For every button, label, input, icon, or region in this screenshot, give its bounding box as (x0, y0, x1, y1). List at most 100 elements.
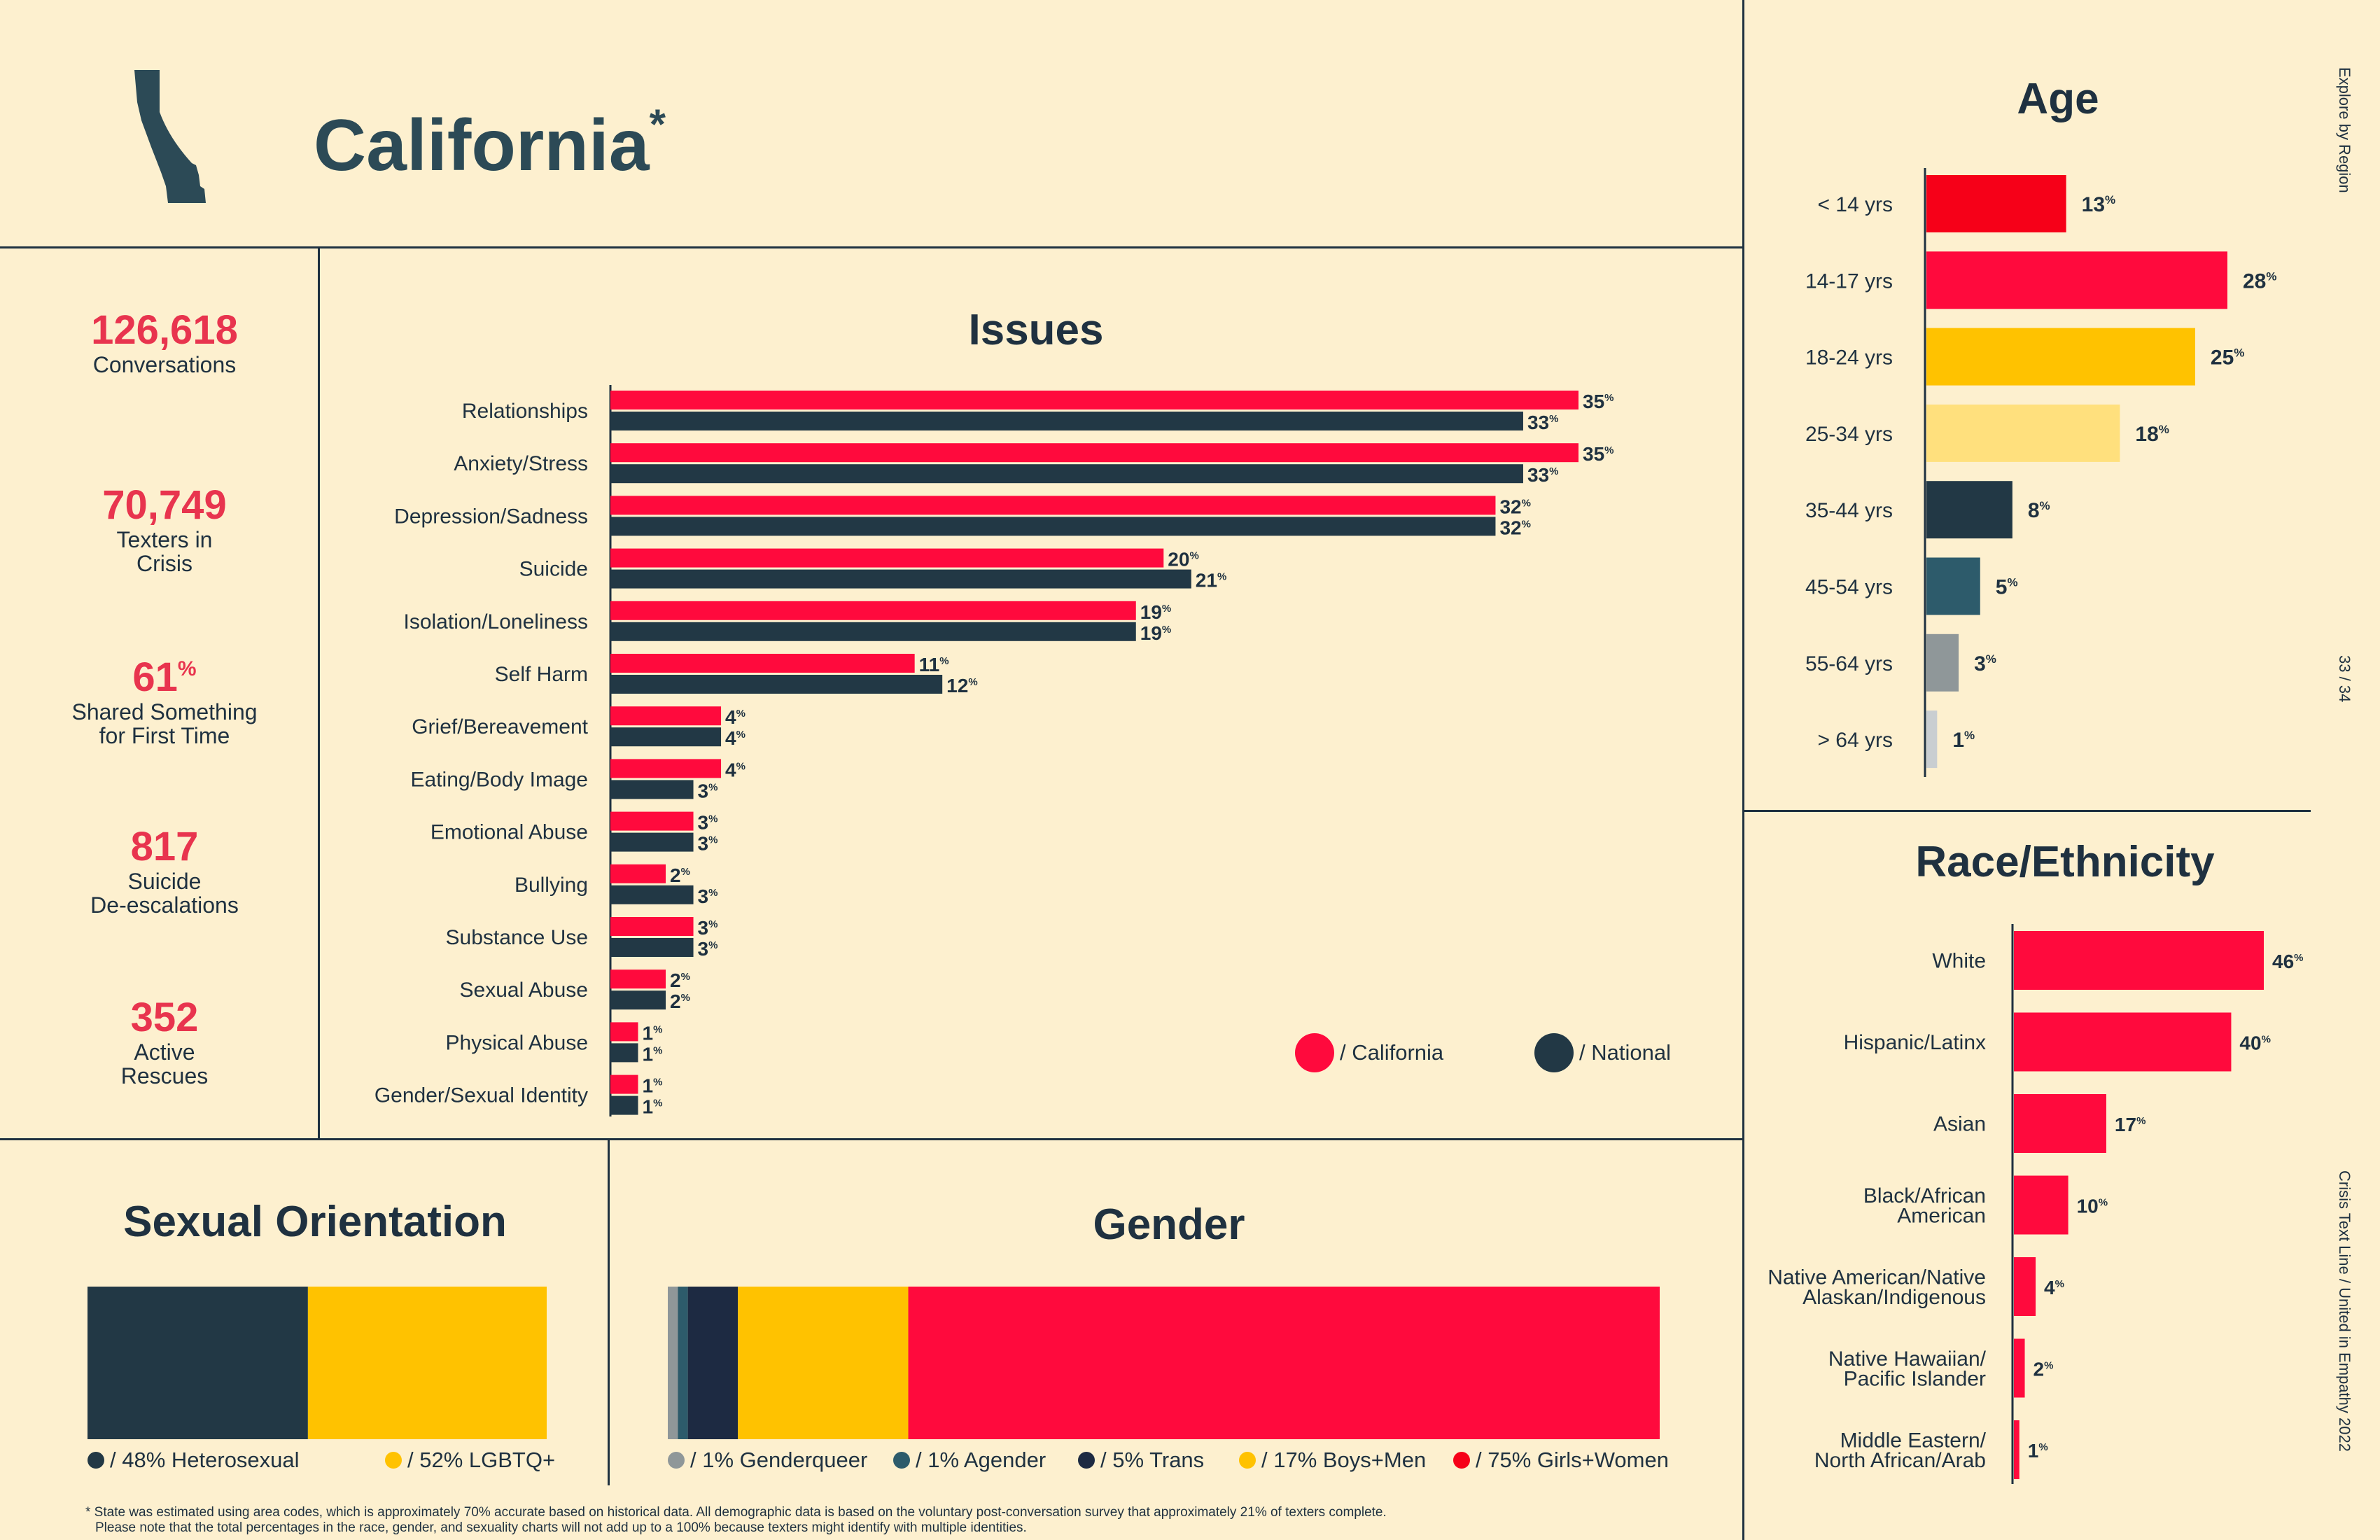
age-label: > 64 yrs (1817, 729, 1893, 752)
age-bar (1926, 557, 1980, 615)
california-value: 35% (1583, 443, 1614, 465)
gender-genderqueer-segment (668, 1287, 678, 1439)
california-value: 2% (670, 864, 690, 886)
national-bar (610, 464, 1523, 484)
stat-label: Suicide De-escalations (90, 869, 239, 918)
gender-legend-girls-women: / 75% Girls+Women (1453, 1448, 1669, 1473)
race-bar (2014, 1257, 2036, 1316)
page-title-text: California (314, 105, 650, 186)
gender-girls-women-segment (908, 1287, 1660, 1439)
issue-label: Bullying (514, 874, 588, 897)
stat-texters: 70,749 Texters in Crisis (0, 483, 329, 576)
issue-label: Depression/Sadness (394, 505, 588, 528)
age-bar (1926, 481, 2012, 539)
issues-legend-california: / California (1295, 1033, 1443, 1072)
issue-label: Emotional Abuse (430, 821, 588, 844)
california-bar (610, 706, 722, 726)
legend-label: / 52% LGBTQ+ (407, 1448, 556, 1472)
race-value: 4% (2044, 1277, 2064, 1298)
stat-value: 126,618 (91, 307, 238, 353)
stat-value: 352 (130, 995, 199, 1040)
divider-header (0, 246, 1743, 248)
issues-legend-national: / National (1534, 1033, 1671, 1072)
legend-label: / 75% Girls+Women (1476, 1448, 1669, 1472)
age-bar (1926, 175, 2066, 232)
race-value: 40% (2239, 1032, 2271, 1054)
issue-label: Sexual Abuse (460, 979, 588, 1002)
stat-rescues: 352 Active Rescues (0, 995, 329, 1088)
heterosexual-swatch (88, 1452, 104, 1469)
race-title: Race/Ethnicity (1915, 838, 2215, 886)
california-value: 1% (643, 1075, 663, 1097)
national-value: 12% (946, 675, 978, 696)
race-value: 2% (2033, 1359, 2054, 1380)
california-bar (610, 1022, 638, 1042)
age-chart: < 14 yrs 13% 14-17 yrs 28% 18-24 yrs 25% 25-34… (1805, 168, 2277, 777)
california-bar (610, 811, 694, 831)
national-value: 1% (643, 1096, 663, 1118)
race-value: 17% (2115, 1114, 2146, 1135)
trans-swatch (1078, 1452, 1095, 1469)
age-value: 3% (1974, 652, 1996, 676)
age-bar (1926, 328, 2195, 386)
legend-label: / 1% Agender (916, 1448, 1046, 1472)
stat-value-wrap: 61% (0, 655, 329, 700)
footnote-line-1: * State was estimated using area codes, … (85, 1505, 1387, 1520)
national-value: 3% (698, 780, 718, 802)
california-value: 1% (643, 1022, 663, 1044)
legend-label: / 17% Boys+Men (1261, 1448, 1427, 1472)
california-bar (610, 654, 915, 673)
stat-label: Active Rescues (120, 1040, 209, 1088)
national-value: 21% (1196, 570, 1227, 592)
california-bar (610, 443, 1578, 463)
national-bar (610, 885, 694, 904)
divider-right-column (1742, 0, 1744, 1540)
age-bar (1926, 404, 2120, 462)
stat-value: 61 (132, 654, 178, 700)
age-label: 14-17 yrs (1805, 270, 1893, 293)
gender-legend-agender: / 1% Agender (893, 1448, 1046, 1473)
age-value: 13% (2082, 193, 2116, 216)
issue-label: Substance Use (446, 926, 588, 949)
age-label: 55-64 yrs (1805, 652, 1893, 676)
national-swatch (1534, 1033, 1574, 1072)
stat-unit: % (177, 657, 197, 680)
age-bar (1926, 251, 2227, 309)
california-bar (610, 1074, 638, 1094)
national-bar (610, 675, 943, 694)
age-value: 8% (2028, 499, 2050, 522)
so-legend-lgbtq: / 52% LGBTQ+ (385, 1448, 555, 1473)
issue-label: Suicide (519, 558, 588, 581)
race-bar (2014, 1012, 2232, 1072)
california-value: 3% (698, 917, 718, 939)
california-value: 32% (1499, 496, 1531, 517)
national-value: 3% (698, 833, 718, 855)
national-value: 19% (1140, 622, 1172, 644)
california-bar (610, 759, 722, 778)
divider-age-bottom (1742, 810, 2311, 812)
legend-label: / 5% Trans (1100, 1448, 1205, 1472)
national-bar (610, 569, 1191, 589)
california-value: 4% (725, 706, 746, 728)
girls-women-swatch (1453, 1452, 1470, 1469)
age-label: < 14 yrs (1817, 193, 1893, 216)
age-label: 25-34 yrs (1805, 423, 1893, 446)
divider-stats (318, 246, 320, 1140)
national-value: 3% (698, 886, 718, 907)
agender-swatch (893, 1452, 910, 1469)
issues-title: Issues (968, 306, 1104, 354)
gender-legend-genderqueer: / 1% Genderqueer (668, 1448, 867, 1473)
issue-label: Self Harm (495, 663, 588, 686)
stat-label: Texters in Crisis (116, 527, 213, 576)
legend-label: / 48% Heterosexual (110, 1448, 300, 1472)
race-label: Asian (1933, 1113, 1986, 1136)
footnote-line-2: Please note that the total percentages i… (95, 1520, 1027, 1535)
issue-label: Grief/Bereavement (412, 715, 588, 738)
national-bar (610, 622, 1136, 641)
california-value: 20% (1168, 549, 1199, 570)
issue-label: Physical Abuse (446, 1031, 588, 1054)
national-bar (610, 832, 694, 852)
issue-label: Anxiety/Stress (454, 452, 588, 475)
gender-trans-segment (687, 1287, 738, 1439)
race-label: Middle Eastern/North African/Arab (1814, 1429, 1987, 1472)
